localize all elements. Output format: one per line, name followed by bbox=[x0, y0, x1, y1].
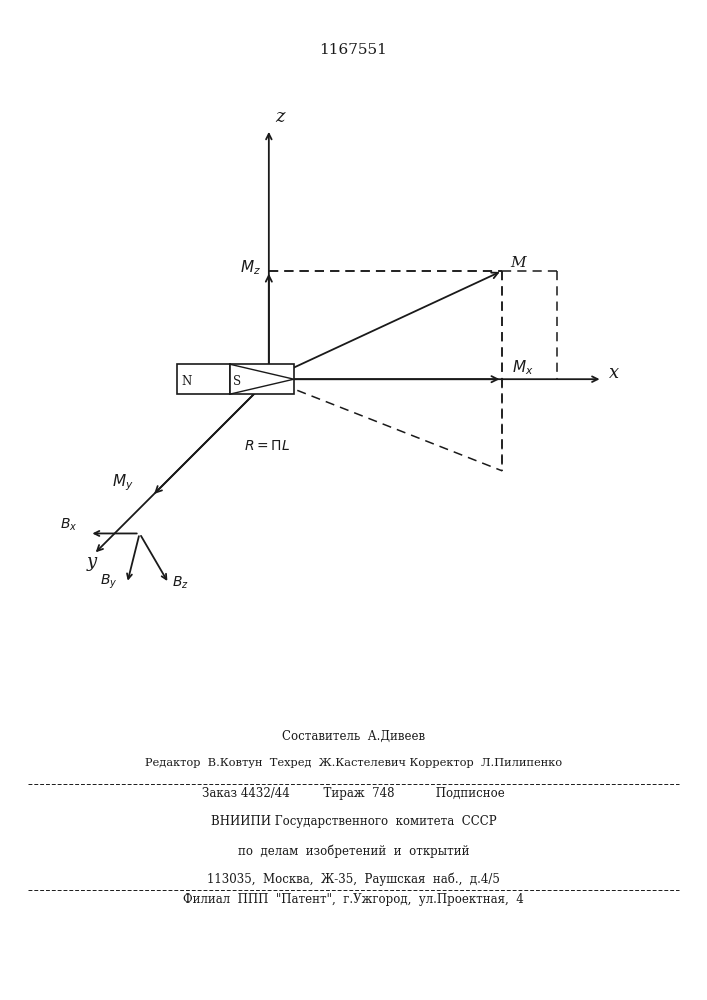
Text: $M_y$: $M_y$ bbox=[112, 472, 134, 493]
Text: $M_x$: $M_x$ bbox=[513, 359, 534, 377]
Text: $B_z$: $B_z$ bbox=[172, 575, 189, 591]
Text: Филиал  ППП  "Патент",  г.Ужгород,  ул.Проектная,  4: Филиал ППП "Патент", г.Ужгород, ул.Проек… bbox=[183, 893, 524, 906]
Text: $B_y$: $B_y$ bbox=[100, 572, 118, 591]
Text: $M_z$: $M_z$ bbox=[240, 258, 261, 277]
Text: ВНИИПИ Государственного  комитета  СССР: ВНИИПИ Государственного комитета СССР bbox=[211, 816, 496, 828]
Text: Редактор  В.Ковтун  Техред  Ж.Кастелевич Корректор  Л.Пилипенко: Редактор В.Ковтун Техред Ж.Кастелевич Ко… bbox=[145, 758, 562, 768]
Text: 113035,  Москва,  Ж-35,  Раушская  наб.,  д.4/5: 113035, Москва, Ж-35, Раушская наб., д.4… bbox=[207, 872, 500, 886]
Text: по  делам  изобретений  и  открытий: по делам изобретений и открытий bbox=[238, 844, 469, 857]
Bar bbox=[177, 364, 230, 394]
Text: 1167551: 1167551 bbox=[320, 43, 387, 57]
Text: x: x bbox=[609, 364, 619, 382]
Text: $B_x$: $B_x$ bbox=[60, 516, 78, 533]
Text: M: M bbox=[510, 256, 526, 270]
Bar bbox=[230, 364, 294, 394]
Text: Заказ 4432/44         Тираж  748           Подписное: Заказ 4432/44 Тираж 748 Подписное bbox=[202, 787, 505, 800]
Text: S: S bbox=[233, 375, 241, 388]
Text: Составитель  А.Дивеев: Составитель А.Дивеев bbox=[282, 730, 425, 743]
Text: y: y bbox=[87, 553, 97, 571]
Text: z: z bbox=[275, 108, 284, 126]
Text: N: N bbox=[181, 375, 192, 388]
Text: $R = \Pi L$: $R = \Pi L$ bbox=[244, 439, 290, 453]
